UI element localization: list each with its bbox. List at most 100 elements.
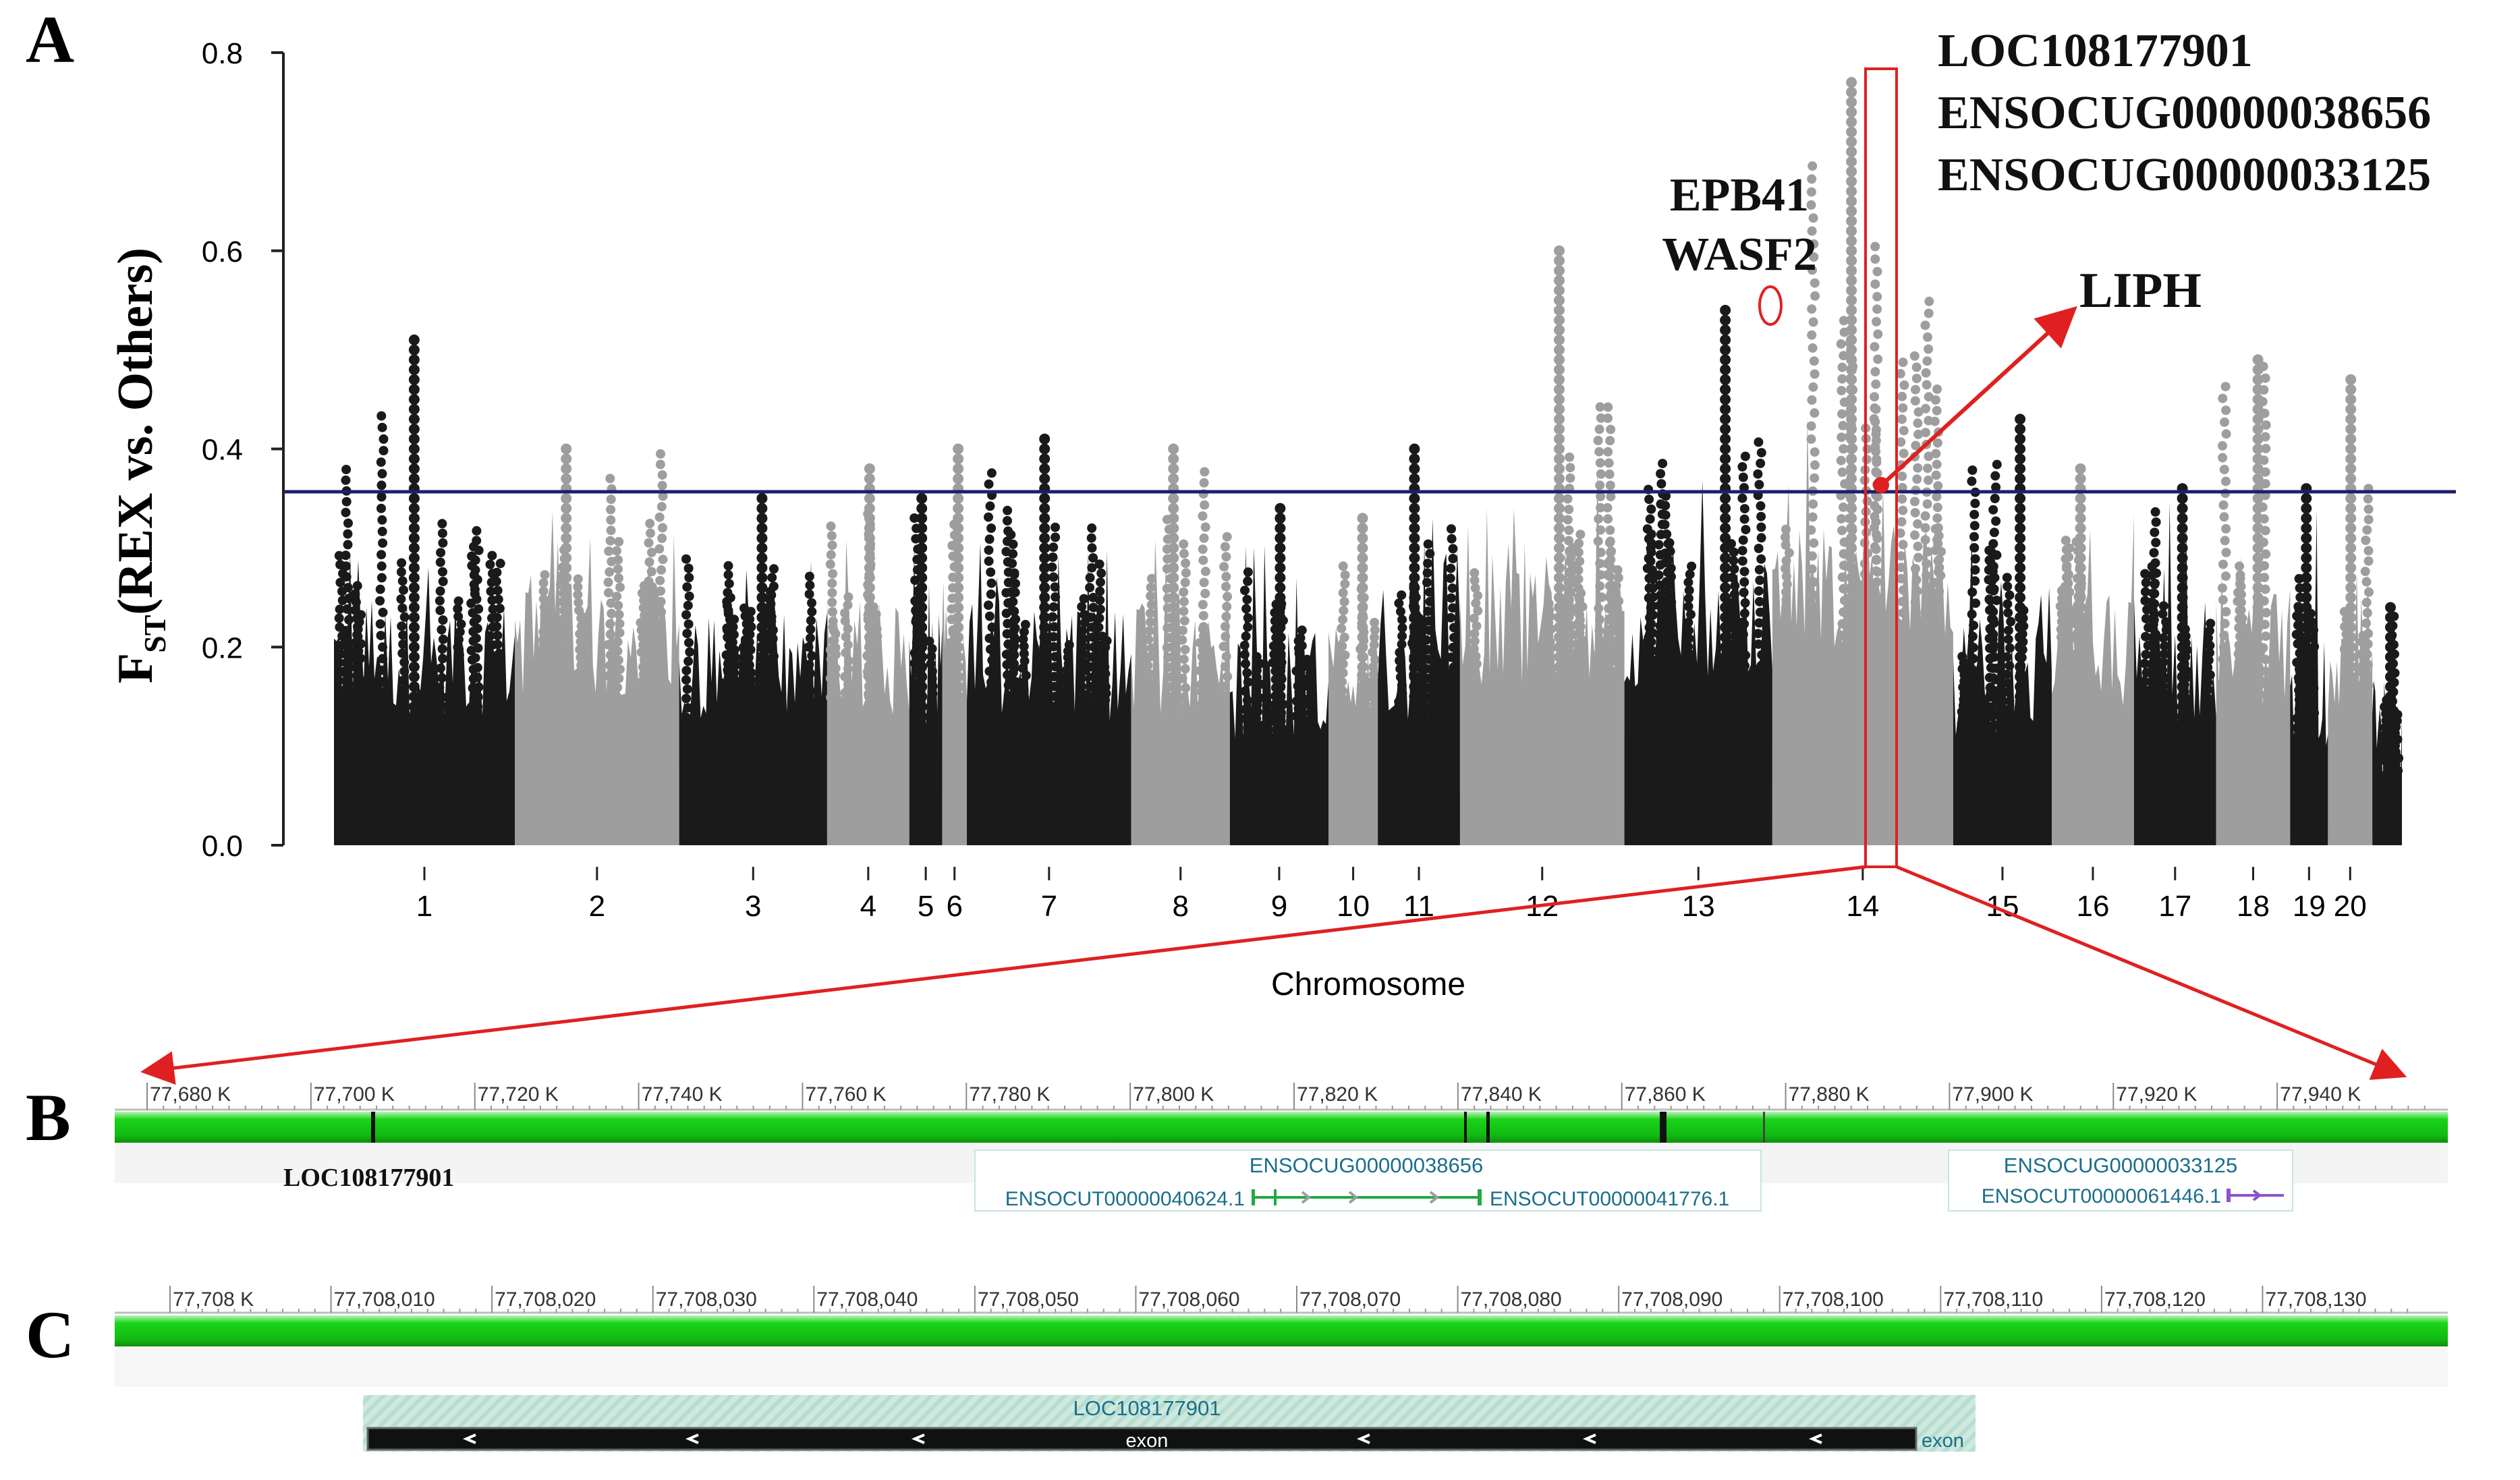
- data-point: [1921, 368, 1931, 378]
- data-point: [1932, 438, 1942, 448]
- data-point: [1252, 673, 1262, 683]
- data-point: [2061, 554, 2071, 564]
- data-point: [495, 604, 505, 613]
- data-point: [1422, 635, 1432, 645]
- data-point: [1728, 598, 1738, 608]
- data-point: [2235, 631, 2245, 642]
- data-point: [1566, 569, 1576, 579]
- data-point-peak: [2345, 621, 2357, 633]
- data-point: [1934, 634, 1944, 644]
- data-point-peak: [2075, 602, 2086, 613]
- data-point: [1596, 570, 1606, 580]
- data-point-peak: [1846, 245, 1857, 256]
- data-point: [840, 672, 850, 682]
- data-point: [1241, 714, 1250, 724]
- data-point-peak: [2075, 562, 2086, 573]
- data-point-peak: [1039, 691, 1051, 702]
- data-point-peak: [1039, 523, 1051, 534]
- data-point: [1737, 546, 1747, 556]
- data-point: [396, 567, 406, 577]
- panel-b-marker-2: [1464, 1112, 1467, 1143]
- data-point: [473, 702, 483, 712]
- data-point: [1913, 407, 1924, 417]
- data-point-peak: [2345, 394, 2357, 405]
- data-point-peak: [2345, 711, 2357, 722]
- panel-label-a: A: [26, 2, 74, 77]
- data-point: [1296, 664, 1306, 674]
- data-point-peak: [1168, 552, 1179, 564]
- data-point: [605, 567, 615, 577]
- data-point-peak: [408, 513, 420, 524]
- data-point: [1934, 563, 1944, 573]
- data-point-peak: [1168, 473, 1179, 484]
- data-point: [1178, 625, 1187, 635]
- data-point: [1080, 610, 1090, 620]
- data-point: [729, 721, 739, 731]
- data-point: [1048, 542, 1059, 552]
- data-point: [399, 612, 410, 622]
- data-point-peak: [1168, 572, 1179, 584]
- data-point-peak: [756, 681, 768, 692]
- x-tick-label: 17: [2158, 890, 2191, 923]
- data-point: [828, 569, 838, 579]
- data-point: [769, 564, 779, 574]
- data-point-peak: [2301, 582, 2312, 594]
- data-point: [1395, 672, 1405, 682]
- data-point: [1872, 304, 1882, 314]
- data-point: [1200, 500, 1210, 510]
- data-point: [2204, 700, 2214, 710]
- data-point-peak: [1357, 661, 1368, 673]
- annotation-epb41: EPB41: [1670, 169, 1809, 221]
- data-point: [827, 531, 837, 541]
- data-point: [926, 704, 936, 714]
- data-point: [1544, 598, 1554, 608]
- data-point-peak: [2252, 542, 2264, 554]
- data-point-peak: [408, 642, 420, 653]
- data-point: [1836, 339, 1846, 349]
- data-point-peak: [953, 592, 964, 603]
- data-point-peak: [864, 572, 875, 584]
- data-point: [2061, 536, 2071, 546]
- data-point: [1967, 676, 1978, 686]
- data-point: [1339, 632, 1349, 642]
- data-point-peak: [2075, 681, 2086, 692]
- data-point-peak: [2075, 492, 2086, 504]
- data-point: [1920, 535, 1930, 545]
- data-point: [685, 647, 695, 657]
- data-point: [606, 494, 616, 505]
- data-point: [435, 596, 445, 606]
- data-point: [1243, 613, 1253, 623]
- data-point: [1911, 564, 1920, 574]
- data-point: [1220, 681, 1230, 691]
- data-point-peak: [953, 582, 964, 594]
- data-point: [1201, 715, 1211, 725]
- data-point-peak: [561, 651, 572, 662]
- data-point: [1397, 639, 1407, 650]
- data-point: [766, 590, 777, 600]
- data-point: [984, 633, 995, 644]
- ruler-tick-label: 77,708,040: [816, 1288, 918, 1311]
- data-point: [1872, 291, 1882, 302]
- data-point: [493, 631, 503, 640]
- data-point: [615, 582, 625, 592]
- data-point: [352, 630, 362, 639]
- data-point: [1646, 547, 1656, 557]
- panel-b-transcript2: ENSOCUT00000061446.1: [1982, 1185, 2221, 1207]
- data-point: [1088, 672, 1098, 682]
- data-point: [1337, 721, 1347, 731]
- data-point: [1606, 492, 1616, 502]
- data-point-peak: [2301, 503, 2312, 514]
- y-axis-title-main: F: [108, 653, 163, 683]
- data-point: [376, 550, 387, 560]
- panel-c-exon-bar: [366, 1427, 1917, 1451]
- data-point: [1664, 589, 1675, 598]
- data-point: [767, 721, 777, 731]
- panel-b-transcript2-arrow: [2252, 1189, 2262, 1201]
- data-point-peak: [916, 562, 928, 573]
- data-point: [723, 570, 733, 579]
- data-point: [1179, 654, 1189, 664]
- data-point-peak: [2301, 562, 2312, 573]
- data-point: [334, 676, 344, 686]
- data-point: [1739, 577, 1749, 587]
